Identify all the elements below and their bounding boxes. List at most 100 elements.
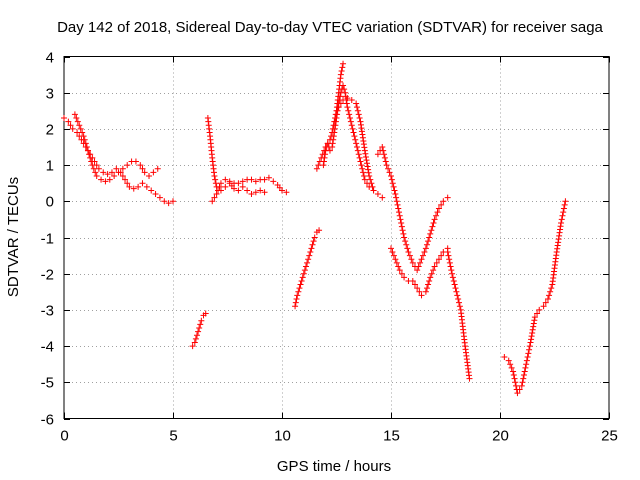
data-point-marker: [388, 176, 395, 183]
data-point-marker: [353, 144, 360, 150]
data-point-marker: [137, 162, 144, 169]
data-point-marker: [526, 343, 533, 350]
data-point-marker: [355, 111, 362, 118]
data-point-marker: [438, 201, 445, 208]
data-point-marker: [395, 263, 402, 270]
data-point-marker: [383, 162, 390, 169]
data-point-marker: [211, 172, 218, 179]
data-point-marker: [449, 270, 456, 277]
data-point-marker: [446, 259, 453, 266]
data-point-marker: [235, 180, 242, 187]
plot-frame: [63, 56, 610, 419]
data-point-marker: [135, 183, 142, 190]
data-point-marker: [454, 292, 461, 299]
data-point-marker: [329, 144, 336, 150]
data-point-marker: [418, 292, 425, 299]
data-point-marker: [534, 310, 541, 317]
data-point-marker: [435, 205, 442, 212]
tick-labels: 0 5 10 15 20 25 -6 -5 -4 -3 -2 -1 0 1 2 3 4: [41, 50, 618, 445]
data-point-marker: [451, 281, 458, 288]
data-point-marker: [356, 115, 363, 122]
data-point-marker: [150, 169, 157, 176]
data-point-marker: [416, 288, 423, 295]
data-point-marker: [426, 277, 433, 284]
data-point-marker: [300, 270, 307, 277]
data-point-marker: [392, 256, 399, 263]
data-point-marker: [425, 281, 432, 288]
data-point-marker: [74, 129, 81, 136]
data-point-marker: [320, 158, 327, 165]
data-point-marker: [386, 169, 393, 176]
data-point-marker: [82, 140, 89, 147]
data-point-marker: [196, 325, 203, 331]
data-point-marker: [77, 125, 84, 132]
data-point-marker: [119, 165, 126, 172]
x-tick-label: 10: [274, 428, 291, 445]
data-point-marker: [106, 176, 113, 183]
data-point-marker: [523, 361, 530, 368]
data-point-marker: [392, 191, 399, 198]
data-point-marker: [446, 256, 453, 263]
data-point-marker: [347, 115, 354, 122]
data-point-marker: [261, 189, 268, 196]
data-point-marker: [343, 100, 350, 107]
y-tick-label: 2: [46, 122, 54, 139]
data-point-marker: [306, 252, 313, 259]
data-point-marker: [425, 238, 432, 245]
data-point-marker: [65, 118, 72, 125]
data-point-marker: [222, 176, 229, 183]
data-point-marker: [397, 216, 404, 223]
data-point-marker: [427, 230, 434, 237]
data-point-marker: [394, 201, 401, 208]
data-point-marker: [434, 209, 441, 216]
data-point-marker: [524, 353, 531, 360]
data-point-marker: [510, 372, 517, 379]
data-point-marker: [301, 267, 308, 274]
data-point-marker: [414, 285, 421, 292]
data-point-marker: [197, 321, 204, 328]
data-point-marker: [393, 198, 400, 205]
data-point-marker: [423, 285, 430, 292]
data-point-marker: [381, 154, 388, 161]
data-point-marker: [562, 198, 569, 205]
x-tick-label: 15: [383, 428, 400, 445]
data-point-marker: [334, 107, 341, 114]
data-point-marker: [401, 274, 408, 281]
data-point-marker: [356, 154, 363, 161]
data-point-marker: [520, 375, 527, 382]
data-point-marker: [398, 220, 405, 227]
data-point-marker: [126, 183, 133, 190]
data-point-marker: [520, 372, 527, 379]
data-point-marker: [308, 245, 315, 252]
data-point-marker: [361, 176, 368, 183]
data-point-marker: [252, 178, 259, 185]
data-point-marker: [332, 122, 339, 129]
data-point-marker: [154, 165, 161, 172]
data-point-marker: [409, 277, 416, 284]
data-point-marker: [422, 288, 429, 295]
data-point-marker: [309, 241, 316, 248]
data-point-marker: [396, 212, 403, 219]
data-point-marker: [421, 248, 428, 255]
x-tick-label: 25: [601, 428, 618, 445]
data-point-marker: [335, 104, 342, 111]
data-point-marker: [195, 328, 202, 335]
data-point-marker: [399, 227, 406, 234]
data-point-marker: [90, 165, 97, 172]
data-point-marker: [393, 259, 400, 266]
data-point-marker: [161, 198, 168, 205]
data-point-marker: [540, 303, 547, 310]
data-point-marker: [235, 187, 242, 194]
data-point-marker: [156, 194, 163, 201]
data-point-marker: [361, 147, 368, 154]
data-point-marker: [294, 292, 301, 299]
data-point-marker: [302, 263, 309, 270]
y-tick-label: -3: [41, 303, 54, 320]
data-point-marker: [445, 252, 452, 259]
data-point-marker: [348, 122, 355, 129]
data-point-marker: [404, 245, 411, 252]
data-point-marker: [362, 150, 369, 157]
data-point-marker: [422, 245, 429, 252]
data-point-marker: [453, 288, 460, 295]
